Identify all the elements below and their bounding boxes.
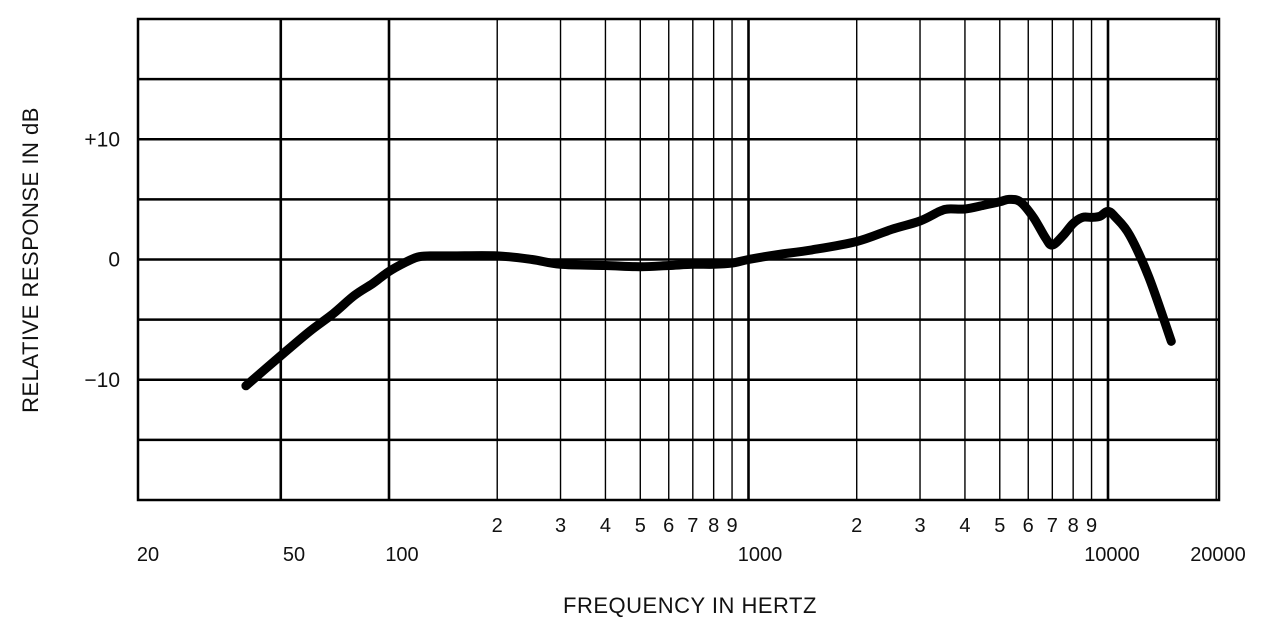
x-minor-tick-label: 7 (1047, 515, 1058, 537)
x-major-tick-label: 10000 (1084, 544, 1140, 566)
x-minor-tick-label: 4 (959, 515, 970, 537)
x-major-tick-label: 20 (137, 544, 159, 566)
x-minor-tick-label: 5 (635, 515, 646, 537)
response-curve (241, 194, 1176, 391)
x-minor-tick-label: 4 (600, 515, 611, 537)
x-minor-tick-label: 8 (708, 515, 719, 537)
x-minor-tick-label: 2 (851, 515, 862, 537)
y-tick-label: +10 (84, 128, 120, 151)
y-tick-label: 0 (108, 249, 120, 272)
horizontal-gridlines (138, 77, 1219, 442)
y-axis-label: RELATIVE RESPONSE IN dB (18, 107, 43, 413)
x-major-tick-label: 50 (283, 544, 305, 566)
x-minor-tick-label: 6 (1023, 515, 1034, 537)
y-tick-label: −10 (84, 369, 120, 392)
x-minor-tick-label: 6 (663, 515, 674, 537)
x-minor-tick-label: 7 (687, 515, 698, 537)
x-major-tick-label: 20000 (1190, 544, 1246, 566)
plot-frame (136, 17, 1221, 502)
x-minor-tick-label: 2 (492, 515, 503, 537)
vertical-gridlines (279, 19, 1217, 500)
x-minor-tick-label: 9 (1086, 515, 1097, 537)
x-minor-tick-label: 3 (914, 515, 925, 537)
y-tick-labels: +10 0 −10 (84, 128, 120, 392)
x-major-tick-label: 100 (385, 544, 418, 566)
x-major-tick-labels: 20 50 100 1000 10000 20000 (137, 544, 1246, 566)
x-axis-label: FREQUENCY IN HERTZ (563, 593, 817, 618)
series-group (241, 194, 1176, 391)
x-minor-tick-label: 8 (1068, 515, 1079, 537)
x-major-tick-label: 1000 (738, 544, 783, 566)
x-minor-tick-label: 3 (555, 515, 566, 537)
x-minor-tick-label: 5 (994, 515, 1005, 537)
x-minor-tick-label: 9 (726, 515, 737, 537)
